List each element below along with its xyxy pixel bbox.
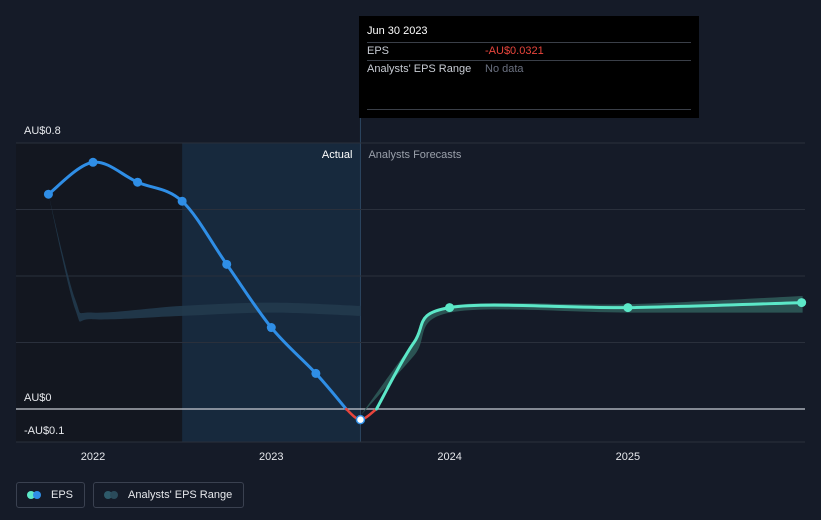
x-tick-label-3: 2025	[616, 451, 640, 463]
eps-actual-line	[46, 160, 348, 411]
legend-range-icon	[104, 491, 120, 499]
eps-points	[43, 157, 807, 425]
tooltip-eps-value: -AU$0.0321	[485, 45, 544, 57]
chart-zones	[16, 118, 361, 442]
eps-tooltip: Jun 30 2023 EPS -AU$0.0321 Analysts' EPS…	[359, 16, 699, 118]
eps-hover-point	[355, 414, 366, 425]
tooltip-range-value: No data	[485, 63, 524, 75]
x-tick-label-1: 2023	[259, 451, 283, 463]
eps-actual-point-2	[133, 177, 143, 187]
range-band-historic	[48, 194, 361, 322]
forecast-zone-label: Analysts Forecasts	[368, 149, 461, 161]
legend-eps-button[interactable]: EPS	[16, 482, 86, 508]
x-axis-labels: 2022 2023 2024 2025	[81, 451, 640, 463]
tooltip-divider	[367, 109, 691, 110]
legend-range-label: Analysts' EPS Range	[128, 489, 233, 501]
y-axis-labels: AU$0.8 AU$0 -AU$0.1	[24, 125, 64, 437]
chart-legend: EPS Analysts' EPS Range	[16, 482, 245, 508]
y-tick-label-0: AU$0.8	[24, 125, 61, 137]
tooltip-date: Jun 30 2023	[367, 24, 691, 43]
y-tick-label-2: -AU$0.1	[24, 425, 64, 437]
eps-forecast-line	[374, 301, 805, 411]
eps-actual-point-5	[266, 323, 276, 333]
x-tick-label-2: 2024	[437, 451, 461, 463]
legend-eps-icon	[27, 491, 43, 499]
eps-forecast-point-2	[623, 303, 633, 313]
eps-actual-point-0	[43, 189, 53, 199]
eps-forecast-point-3	[797, 298, 807, 308]
legend-eps-label: EPS	[51, 489, 74, 501]
eps-actual-point-4	[222, 259, 232, 269]
legend-range-button[interactable]: Analysts' EPS Range	[93, 482, 245, 508]
actual-zone	[182, 143, 361, 442]
eps-actual-point-6	[311, 368, 321, 378]
tooltip-row-eps: EPS -AU$0.0321	[367, 43, 691, 61]
tooltip-range-label: Analysts' EPS Range	[367, 63, 472, 75]
eps-forecast-point-1	[445, 303, 455, 313]
actual-zone-label: Actual	[322, 149, 353, 161]
eps-actual-point-1	[88, 157, 98, 167]
tooltip-row-range: Analysts' EPS Range No data	[367, 61, 691, 78]
past-zone	[16, 143, 183, 442]
grid-lines	[16, 142, 805, 443]
eps-actual-point-3	[177, 196, 187, 206]
eps-range-bands	[48, 194, 803, 416]
zone-labels: Actual Analysts Forecasts	[322, 149, 462, 161]
tooltip-eps-label: EPS	[367, 45, 390, 57]
x-tick-label-0: 2022	[81, 451, 105, 463]
range-band-forecast	[360, 295, 803, 416]
y-tick-label-1: AU$0	[24, 392, 52, 404]
